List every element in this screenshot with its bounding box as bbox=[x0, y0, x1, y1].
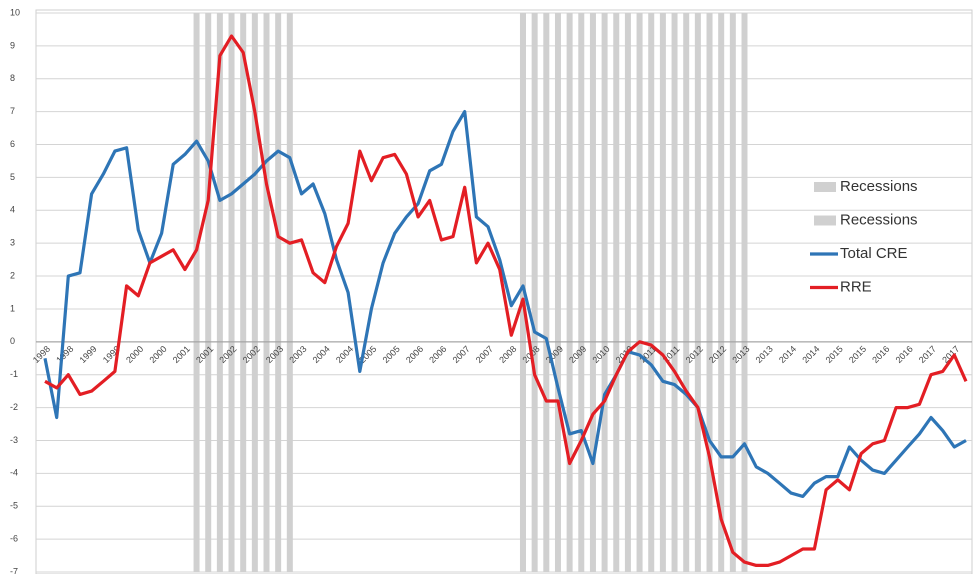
recession-bar bbox=[275, 341, 282, 572]
y-tick-label: 0 bbox=[10, 336, 15, 346]
recession-bar bbox=[286, 13, 293, 342]
y-tick-label: -5 bbox=[10, 501, 18, 511]
recession-bar bbox=[578, 13, 585, 342]
recession-bar bbox=[193, 341, 200, 572]
recession-bar bbox=[636, 341, 643, 572]
recession-bar bbox=[648, 13, 655, 342]
recession-bar bbox=[648, 341, 655, 572]
recession-bar bbox=[228, 13, 235, 342]
y-tick-label: 3 bbox=[10, 238, 15, 248]
recession-bar bbox=[741, 341, 748, 572]
series-line bbox=[43, 110, 967, 498]
recession-bar bbox=[531, 341, 538, 572]
recession-bar bbox=[671, 13, 678, 342]
recession-bar bbox=[543, 13, 550, 342]
recession-bar bbox=[228, 341, 235, 572]
series-line bbox=[44, 34, 968, 567]
legend-swatch bbox=[814, 215, 836, 226]
y-tick-label: 6 bbox=[10, 139, 15, 149]
y-tick-label: -1 bbox=[10, 369, 18, 379]
recession-bar bbox=[659, 341, 666, 572]
recession-bar bbox=[636, 13, 643, 342]
recession-bar bbox=[286, 341, 293, 572]
recession-bar bbox=[554, 13, 561, 342]
recession-bar bbox=[694, 13, 701, 342]
y-tick-label: -2 bbox=[10, 402, 18, 412]
recession-bar bbox=[683, 13, 690, 342]
y-tick-label: 10 bbox=[10, 7, 20, 17]
recession-bar bbox=[613, 13, 620, 342]
recession-bar bbox=[589, 13, 596, 342]
y-tick-label: 7 bbox=[10, 106, 15, 116]
recession-bar bbox=[240, 13, 247, 342]
y-tick-label: -6 bbox=[10, 533, 18, 543]
recession-bar bbox=[718, 13, 725, 342]
recession-bar bbox=[275, 13, 282, 342]
recession-bar bbox=[251, 341, 258, 572]
y-tick-label: -7 bbox=[10, 566, 18, 574]
recession-bar bbox=[240, 341, 247, 572]
recession-bar bbox=[706, 13, 713, 342]
legend-label: RRE bbox=[840, 278, 872, 295]
y-tick-label: -4 bbox=[10, 468, 18, 478]
recession-bar bbox=[205, 13, 212, 342]
recession-bar bbox=[694, 341, 701, 572]
recession-bar bbox=[216, 341, 223, 572]
recession-bar bbox=[263, 341, 270, 572]
recession-bar bbox=[251, 13, 258, 342]
recession-bar bbox=[741, 13, 748, 342]
legend-label: Total CRE bbox=[840, 245, 908, 262]
legend-swatch bbox=[814, 182, 836, 192]
recession-bar bbox=[613, 341, 620, 572]
y-tick-label: 8 bbox=[10, 73, 15, 83]
recession-bar bbox=[216, 13, 223, 342]
y-tick-label: 5 bbox=[10, 172, 15, 182]
recession-bar bbox=[671, 341, 678, 572]
recession-bar bbox=[554, 341, 561, 572]
recession-bar bbox=[683, 341, 690, 572]
recession-bar bbox=[601, 341, 608, 572]
recession-bar bbox=[566, 13, 573, 342]
recession-bar bbox=[601, 13, 608, 342]
y-tick-label: 9 bbox=[10, 40, 15, 50]
y-tick-label: 1 bbox=[10, 303, 15, 313]
recession-bar bbox=[578, 341, 585, 572]
recession-bar bbox=[543, 341, 550, 572]
y-tick-label: -3 bbox=[10, 435, 18, 445]
recession-bar bbox=[659, 13, 666, 342]
recession-bar bbox=[205, 341, 212, 572]
legend-label: Recessions bbox=[840, 211, 918, 228]
recession-bar bbox=[193, 13, 200, 342]
recession-bar bbox=[519, 341, 526, 572]
recession-bar bbox=[624, 13, 631, 342]
recession-bar bbox=[729, 13, 736, 342]
legend-label: Recessions bbox=[840, 178, 918, 195]
recession-bar bbox=[519, 13, 526, 342]
recession-bar bbox=[624, 341, 631, 572]
y-tick-label: 2 bbox=[10, 270, 15, 280]
y-tick-label: 4 bbox=[10, 205, 15, 215]
recession-bar bbox=[531, 13, 538, 342]
